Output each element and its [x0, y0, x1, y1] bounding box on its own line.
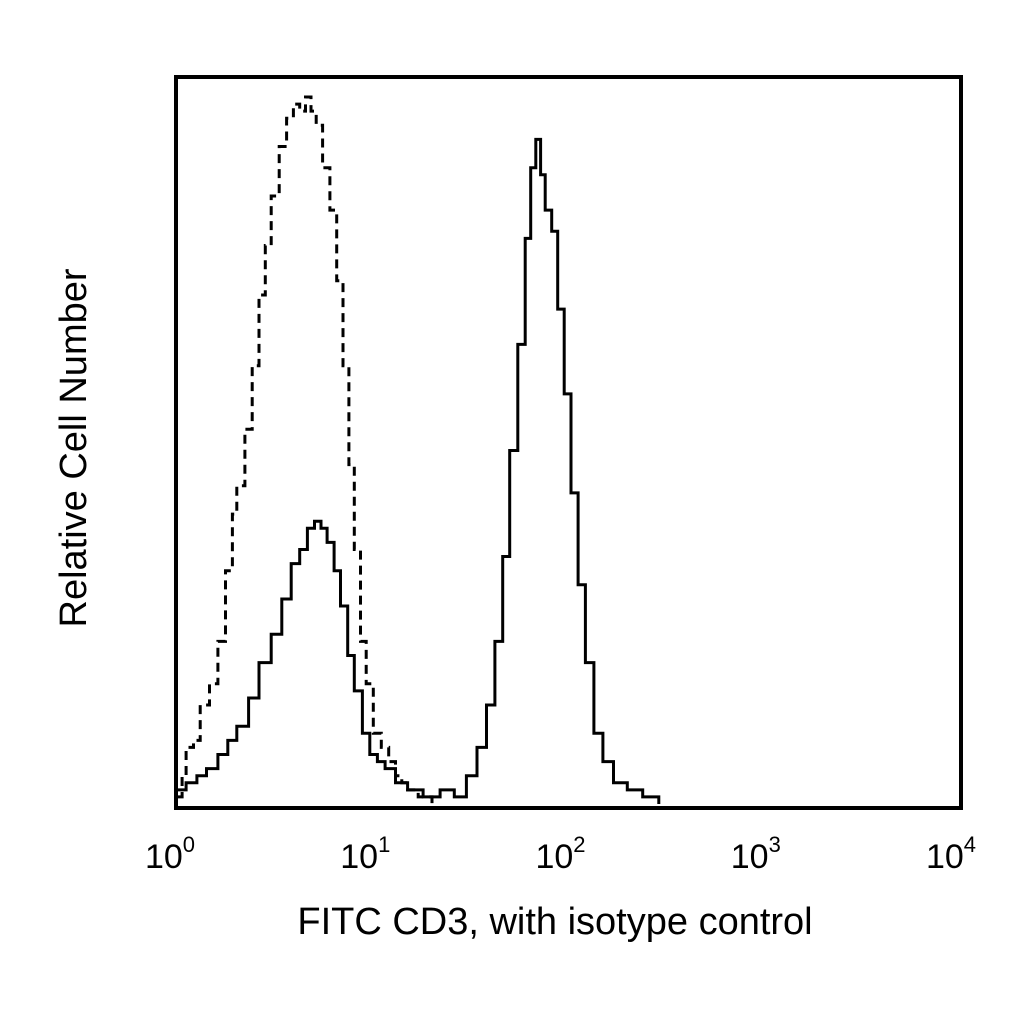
- y-axis-label: Relative Cell Number: [53, 268, 95, 627]
- x-tick-label: 102: [535, 832, 585, 876]
- series-layer: [178, 95, 661, 804]
- plot-frame: [174, 75, 963, 810]
- isotype-control-series: [178, 95, 434, 804]
- x-axis-label: FITC CD3, with isotype control: [297, 901, 812, 943]
- fitc-cd3-series: [178, 137, 661, 804]
- x-tick-label: 104: [926, 832, 976, 876]
- x-tick-label: 103: [731, 832, 781, 876]
- x-tick-label: 101: [340, 832, 390, 876]
- x-tick-labels: 100 101 102 103 104: [145, 832, 976, 876]
- x-tick-label: 100: [145, 832, 195, 876]
